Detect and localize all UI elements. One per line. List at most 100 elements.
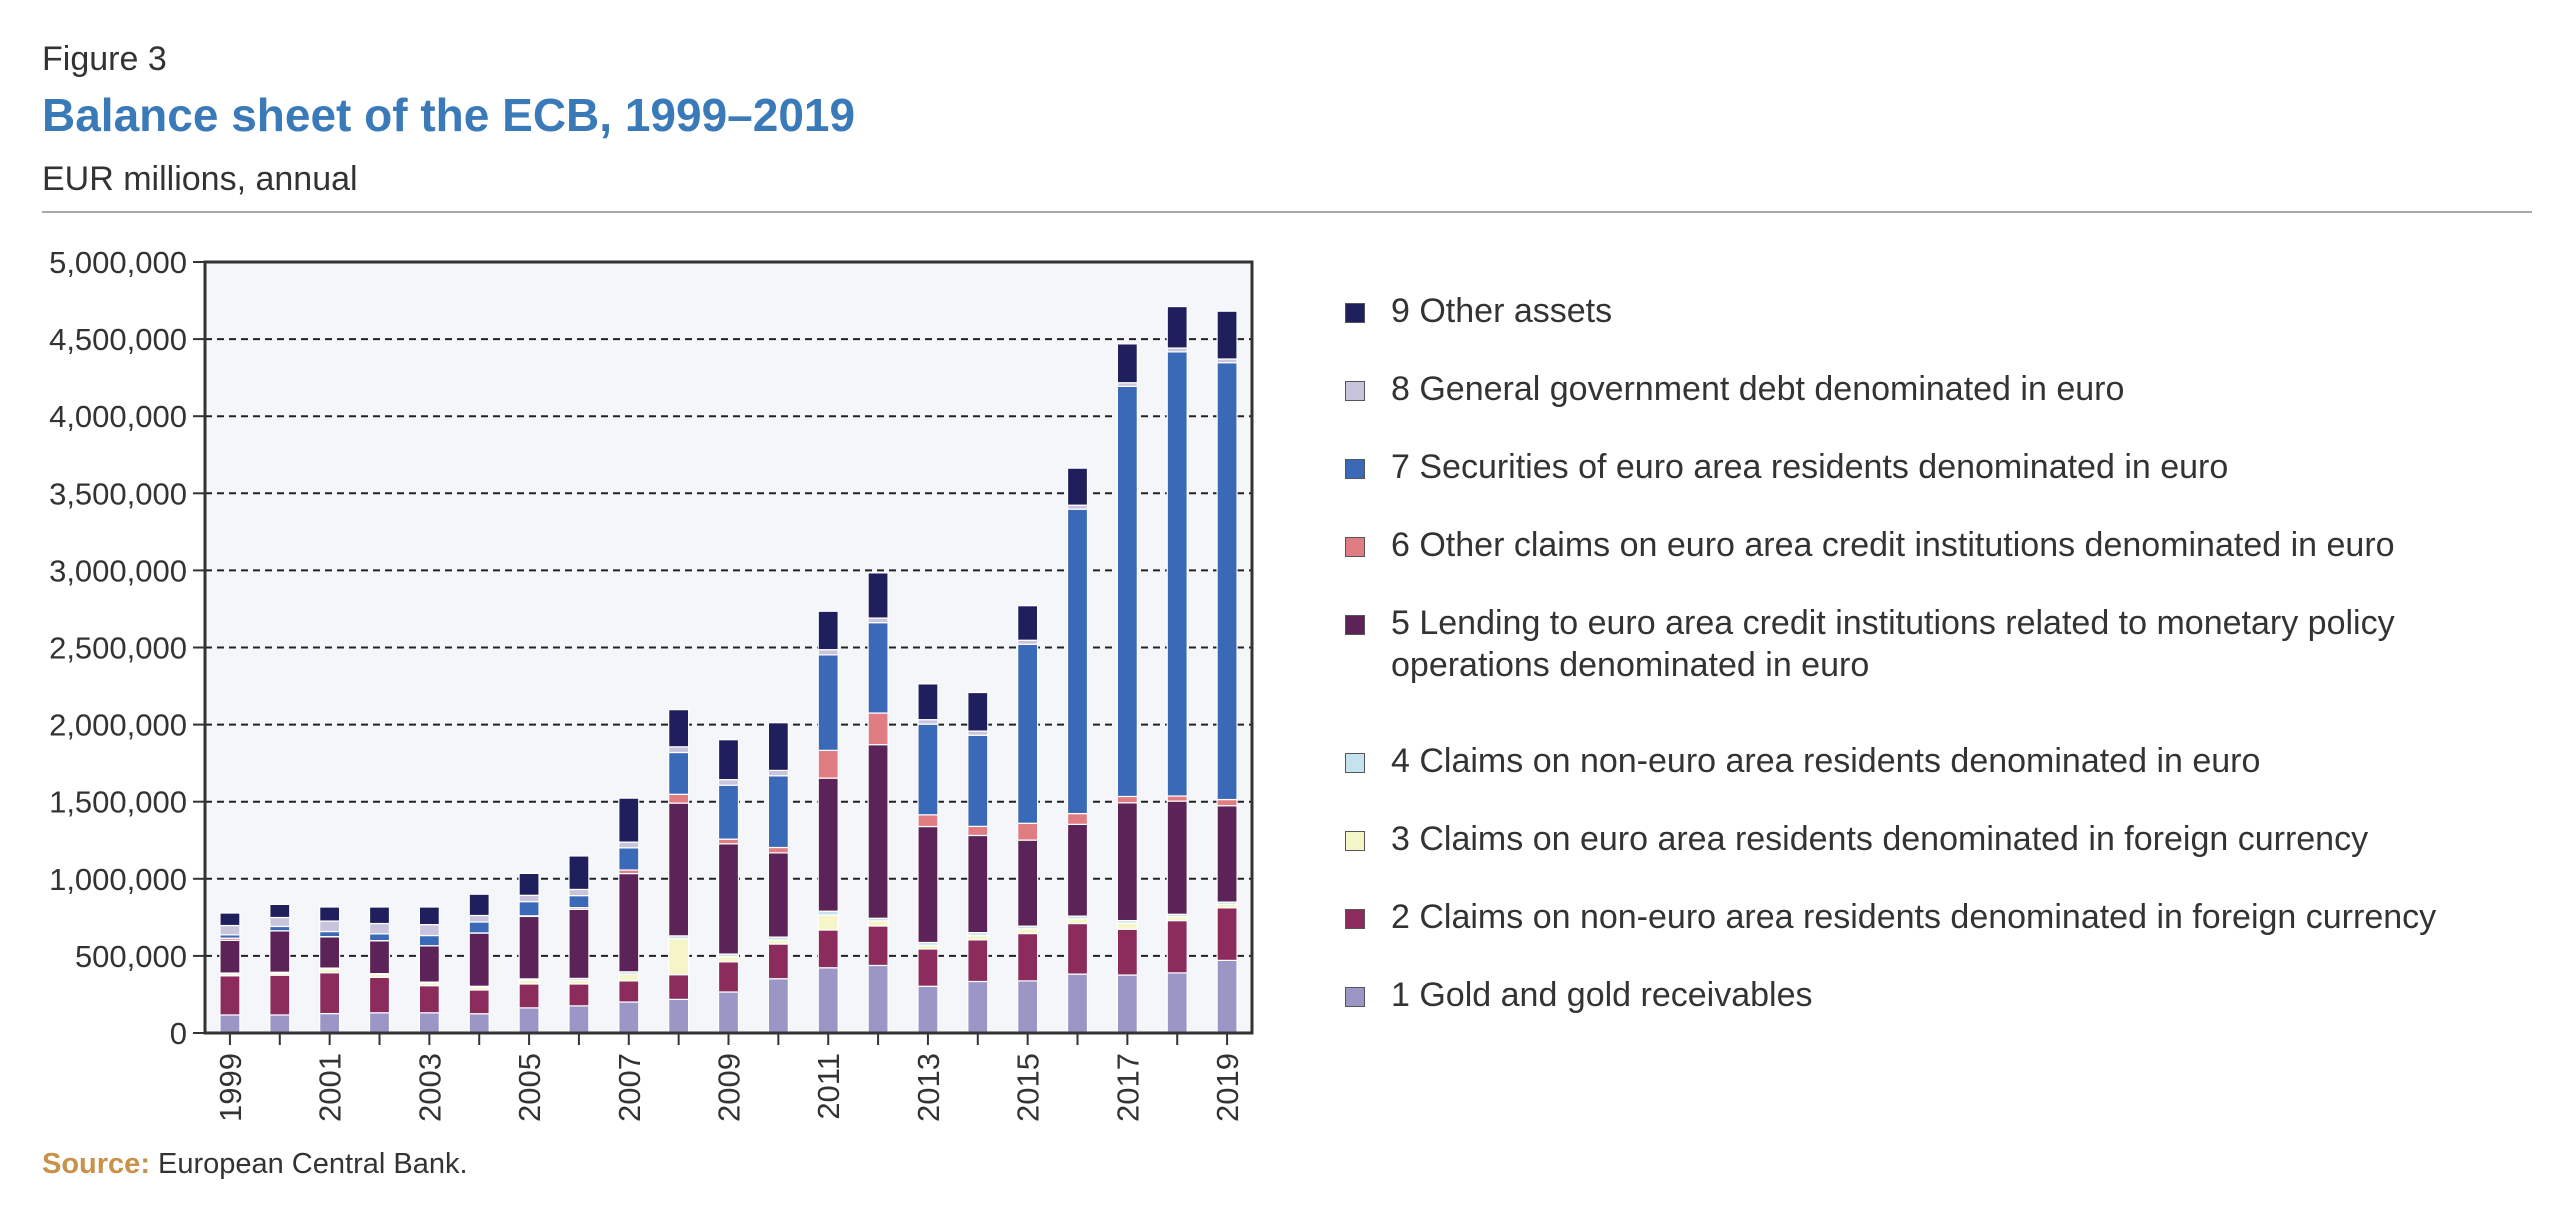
bar-segment [618, 973, 640, 982]
bar-segment [269, 974, 291, 1016]
bar-segment [219, 939, 241, 974]
bar-segment [1017, 643, 1039, 824]
bar-segment [1066, 504, 1089, 510]
figure-label: Figure 3 [42, 40, 167, 78]
bar-segment [668, 709, 690, 748]
x-tick-label: 2009 [712, 1053, 747, 1122]
bar-segment [717, 779, 740, 786]
bar-segment [618, 1001, 640, 1034]
bar-segment [518, 915, 540, 980]
legend-label: 1 Gold and gold receivables [1391, 976, 1813, 1014]
legend-label: 4 Claims on non-euro area residents deno… [1391, 742, 2261, 780]
bar-segment [767, 978, 789, 1034]
bar-segment [568, 1005, 590, 1034]
bar-segment [967, 691, 989, 732]
bar-segment [967, 939, 989, 983]
bar-segment [418, 934, 440, 947]
bar-segment [967, 825, 989, 837]
y-tick-label: 0 [170, 1016, 187, 1051]
x-tick-label: 2007 [612, 1053, 647, 1122]
y-tick-label: 3,000,000 [49, 553, 187, 588]
bar-segment [368, 922, 391, 935]
bar-segment [668, 793, 690, 804]
bar-segment [368, 933, 391, 942]
bar-segment [1216, 907, 1238, 961]
legend-swatch [1345, 753, 1365, 773]
bar-segment [967, 934, 989, 941]
bar-segment [817, 610, 839, 651]
bar-segment [468, 921, 490, 934]
bar-segment [717, 739, 740, 781]
bar-segment [967, 734, 989, 827]
bar-segment [668, 802, 690, 937]
bar-segment [1066, 973, 1089, 1034]
bar-segment [1166, 795, 1188, 802]
bar-segment [867, 744, 889, 919]
bar-segment [867, 617, 889, 624]
legend-item: 5 Lending to euro area credit institutio… [1345, 602, 2491, 686]
bar-segment [767, 943, 789, 980]
legend-label: 8 General government debt denominated in… [1391, 370, 2125, 408]
bar-segment [418, 945, 440, 983]
legend-item: 4 Claims on non-euro area residents deno… [1345, 740, 2491, 782]
source-label: Source: [42, 1148, 150, 1180]
bar-segment [618, 841, 640, 849]
bar-segment [1017, 605, 1039, 641]
bar-segment [668, 938, 690, 976]
x-tick-label: 2015 [1011, 1053, 1046, 1122]
bar-segment [767, 775, 789, 849]
legend-label: 9 Other assets [1391, 292, 1613, 330]
bar-segment [668, 746, 690, 754]
bar-segment [319, 906, 341, 922]
bar-segment [1017, 839, 1039, 927]
legend-label: 6 Other claims on euro area credit insti… [1391, 526, 2395, 564]
bar-segment [1017, 928, 1039, 935]
bar-segment [1017, 639, 1039, 645]
bar-segment [518, 901, 540, 917]
bar-segment [967, 980, 989, 1034]
bar-segment [817, 749, 839, 779]
bar-segment [817, 914, 839, 931]
bar-segment [468, 932, 490, 987]
bar-segment [368, 906, 391, 925]
legend-item: 7 Securities of euro area residents deno… [1345, 446, 2491, 488]
bar-segment [917, 723, 939, 816]
bar-segment [568, 908, 590, 980]
bar-segment [1216, 805, 1238, 903]
bar-segment [1216, 362, 1238, 801]
bar-segment [1066, 823, 1089, 917]
bar-segment [817, 967, 839, 1034]
legend-item: 2 Claims on non-euro area residents deno… [1345, 896, 2491, 938]
bar-segment [1116, 802, 1138, 922]
bar-segment [1066, 467, 1089, 506]
x-tick-label: 2019 [1210, 1053, 1245, 1122]
legend-item: 8 General government debt denominated in… [1345, 368, 2491, 410]
bar-segment [269, 916, 291, 928]
bar-segment [817, 929, 839, 969]
bar-segment [1066, 918, 1089, 925]
bar-segment [867, 712, 889, 746]
bar-segment [1066, 508, 1089, 815]
bar-segment [219, 975, 241, 1016]
legend-swatch [1345, 537, 1365, 557]
y-tick-label: 4,000,000 [49, 399, 187, 434]
bar-segment [1166, 305, 1188, 349]
bar-segment [1116, 795, 1138, 804]
bar-segment [717, 843, 740, 955]
bar-segment [917, 825, 939, 944]
bar-segment [967, 834, 989, 934]
bar-segment [917, 948, 939, 987]
bar-segment [368, 940, 391, 975]
legend-swatch [1345, 615, 1365, 635]
y-tick-label: 500,000 [75, 939, 187, 974]
bar-segment [867, 920, 889, 927]
x-tick-label: 2003 [412, 1053, 447, 1122]
bar-segment [1166, 972, 1188, 1034]
bar-segment [468, 1013, 490, 1034]
bar-segment [319, 1012, 341, 1034]
x-tick-label: 2011 [811, 1053, 846, 1120]
bar-segment [269, 1014, 291, 1034]
bar-segment [1017, 822, 1039, 841]
bar-segment [1216, 798, 1238, 807]
bar-segment [618, 872, 640, 973]
